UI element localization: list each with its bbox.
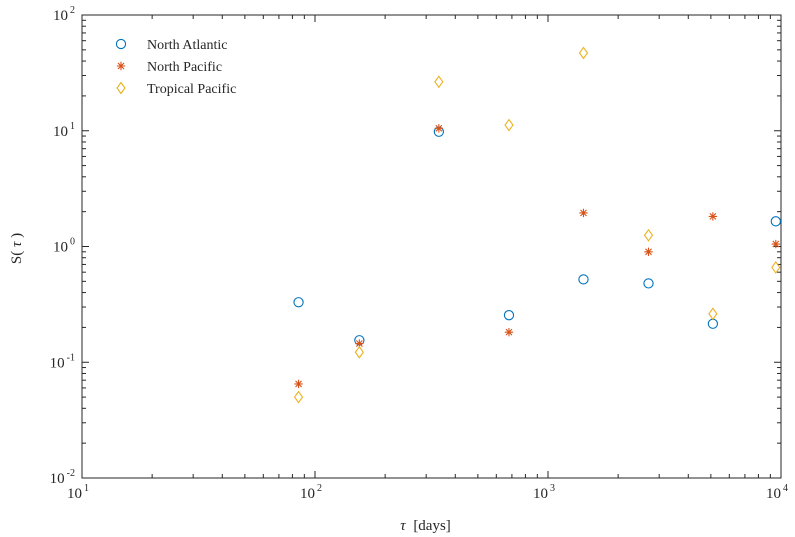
legend: North Atlantic North Pacific Tropical Paci… [115,38,236,97]
x-tick-label: 10 3 [533,483,555,502]
data-point [579,208,588,218]
x-tick-label-base: 10 [67,486,82,502]
legend-marker [116,81,126,95]
axes-box [81,14,782,479]
data-point [708,212,718,221]
x-axis-label-unit: [days] [413,518,451,534]
legend-label: Tropical Pacific [147,82,236,97]
x-tick-label-exponent: 3 [550,483,555,494]
ticks-layer: 10 1 10 2 10 3 10 410 -210 -110 010 110 2 [50,5,788,502]
data-point [504,327,514,337]
data-point [643,278,654,289]
y-tick-label: 10 -2 [50,468,75,487]
legend-label: North Atlantic [147,38,228,53]
data-point [644,247,653,256]
y-tick-label: 10 0 [53,237,75,256]
y-tick-label-exponent: 0 [70,237,75,248]
x-tick-label-exponent: 2 [317,483,322,494]
y-tick-label-exponent: 2 [70,5,75,16]
y-tick-label-base: 10 [53,8,68,24]
data-point [708,307,718,321]
x-tick-label: 10 2 [300,483,322,502]
data-point [354,345,364,359]
y-tick-label-base: 10 [53,124,68,140]
y-tick-label-base: 10 [50,355,65,371]
data-point [293,297,304,308]
y-axis-label-prefix: S( [9,251,25,264]
data-point [503,310,515,321]
data-point [643,228,654,242]
data-point [578,274,589,285]
x-tick-label: 10 1 [67,483,89,502]
series-tropical-pacific [293,46,781,404]
data-point [355,339,364,348]
x-tick-label-exponent: 1 [84,483,89,494]
data-point [578,46,589,60]
legend-marker [116,61,126,71]
legend-marker [115,38,127,50]
x-axis-label-symbol: τ [400,518,406,534]
data-point [434,75,444,89]
data-point [434,124,444,133]
y-tick-label-base: 10 [53,240,68,256]
data-point [504,118,514,132]
data-point [293,390,304,404]
y-tick-label-base: 10 [50,471,65,487]
series-north-pacific [294,124,781,389]
x-tick-label-base: 10 [300,486,315,502]
series-north-atlantic [293,126,781,346]
y-tick-label-exponent: 1 [70,121,75,132]
x-axis-label: τ [days] [400,518,451,534]
y-axis-label: S( τ ) [9,233,25,264]
y-tick-label-exponent: -2 [67,468,75,479]
data-point [771,260,781,274]
data-point [294,379,303,389]
plot-area [82,15,781,478]
y-axis-label-suffix: ) [9,233,25,238]
x-tick-label-base: 10 [533,486,548,502]
y-tick-label: 10 2 [53,5,75,24]
data-point [770,216,781,227]
y-axis-label-symbol: τ [9,241,25,247]
marks-layer [293,46,781,404]
data-point [771,239,781,249]
x-tick-label-base: 10 [766,486,781,502]
x-tick-label: 10 4 [766,483,788,502]
y-tick-label-exponent: -1 [67,352,75,363]
legend-label: North Pacific [147,60,222,75]
x-tick-label-exponent: 4 [783,483,788,494]
y-tick-label: 10 -1 [50,352,75,371]
y-tick-label: 10 1 [53,121,75,140]
